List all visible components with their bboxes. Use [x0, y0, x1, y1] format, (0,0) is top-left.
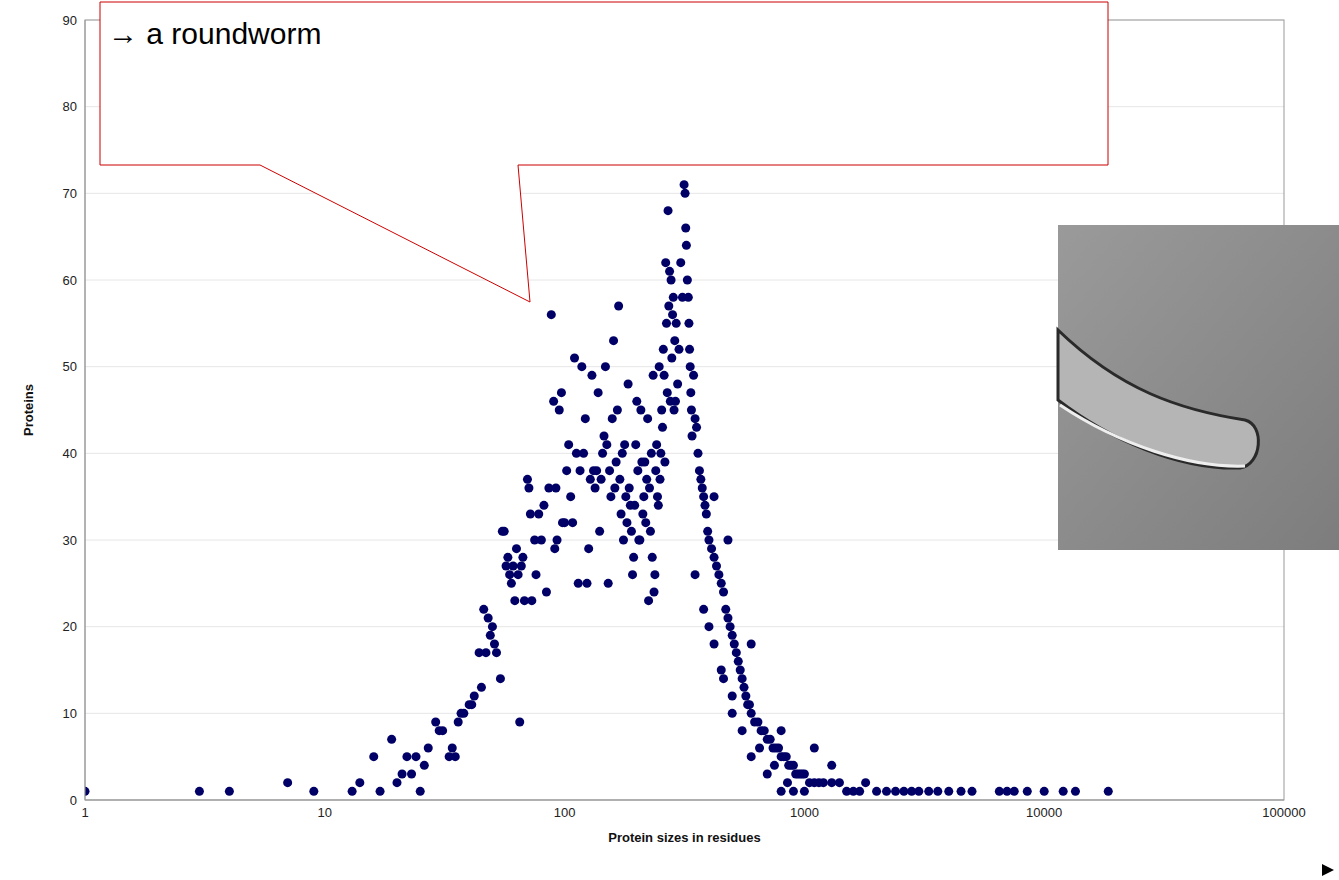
- svg-text:Protein sizes in residues: Protein sizes in residues: [608, 830, 760, 845]
- svg-text:→ a roundworm: → a roundworm: [108, 17, 321, 50]
- svg-text:10: 10: [63, 706, 77, 721]
- svg-text:90: 90: [63, 13, 77, 28]
- svg-text:10: 10: [318, 805, 332, 820]
- svg-text:40: 40: [63, 446, 77, 461]
- svg-text:30: 30: [63, 533, 77, 548]
- svg-text:60: 60: [63, 273, 77, 288]
- svg-text:100000: 100000: [1262, 805, 1305, 820]
- svg-text:20: 20: [63, 619, 77, 634]
- svg-text:1: 1: [81, 805, 88, 820]
- svg-text:100: 100: [554, 805, 576, 820]
- svg-text:50: 50: [63, 359, 77, 374]
- svg-text:0: 0: [70, 793, 77, 808]
- svg-text:70: 70: [63, 186, 77, 201]
- svg-text:Proteins: Proteins: [21, 384, 36, 436]
- svg-text:1000: 1000: [790, 805, 819, 820]
- svg-text:80: 80: [63, 99, 77, 114]
- svg-text:10000: 10000: [1026, 805, 1062, 820]
